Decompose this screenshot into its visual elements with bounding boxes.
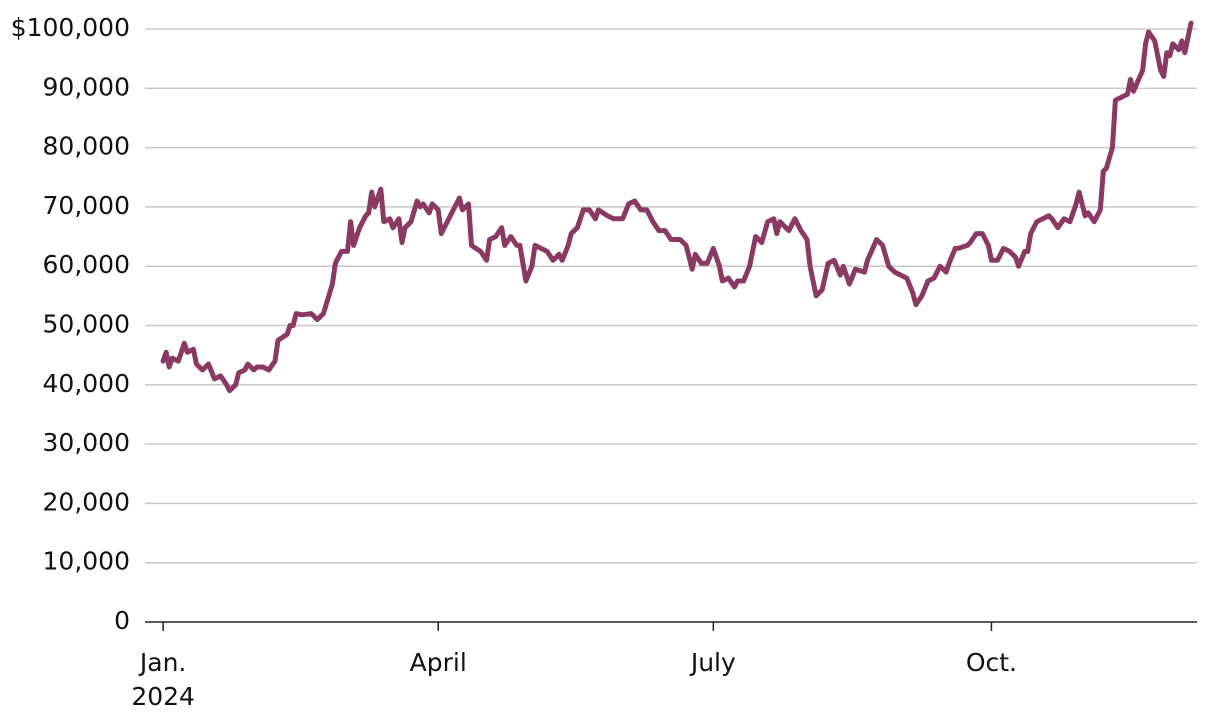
x-tick-label: Oct.	[965, 648, 1017, 677]
y-tick-label: 80,000	[43, 132, 130, 161]
x-tick-label: April	[409, 648, 467, 677]
y-tick-label: 60,000	[43, 250, 130, 279]
y-tick-label: 40,000	[43, 369, 130, 398]
y-tick-label: 10,000	[43, 547, 130, 576]
y-tick-label: 20,000	[43, 487, 130, 516]
price-line	[160, 20, 1194, 394]
y-tick-label: 70,000	[43, 191, 130, 220]
x-tick-label: Jan. 2024	[131, 648, 195, 711]
y-tick-label: 50,000	[43, 310, 130, 339]
x-tick-label: July	[690, 648, 736, 677]
y-tick-label: 0	[114, 606, 130, 635]
y-tick-label: $100,000	[11, 13, 130, 42]
y-tick-label: 90,000	[43, 72, 130, 101]
y-tick-label: 30,000	[43, 428, 130, 457]
